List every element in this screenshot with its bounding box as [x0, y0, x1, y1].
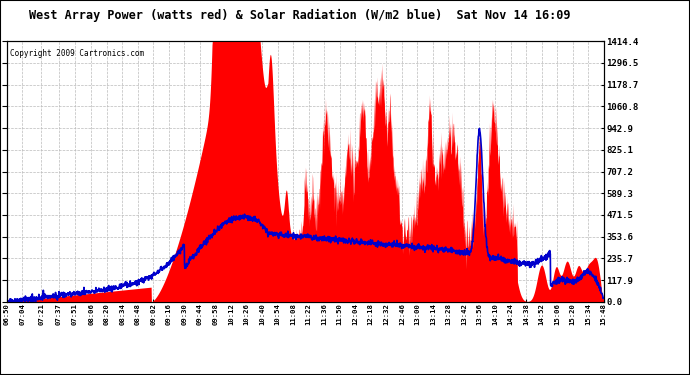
- Text: West Array Power (watts red) & Solar Radiation (W/m2 blue)  Sat Nov 14 16:09: West Array Power (watts red) & Solar Rad…: [30, 9, 571, 22]
- Text: Copyright 2009 Cartronics.com: Copyright 2009 Cartronics.com: [10, 49, 144, 58]
